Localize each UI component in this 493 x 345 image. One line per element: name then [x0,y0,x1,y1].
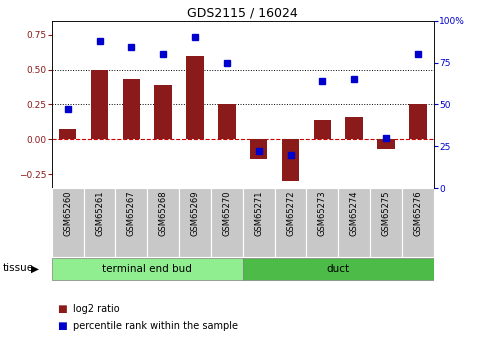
Bar [243,258,434,280]
Bar [91,69,108,139]
Bar [282,139,299,181]
Bar [338,188,370,257]
Text: tissue: tissue [2,264,34,273]
Text: duct: duct [327,264,350,274]
Text: ■: ■ [57,321,67,331]
Text: GSM65268: GSM65268 [159,190,168,236]
Bar [402,188,434,257]
Bar [314,120,331,139]
Text: GSM65270: GSM65270 [222,190,231,236]
Text: GSM65275: GSM65275 [382,190,390,236]
Text: ■: ■ [57,304,67,314]
Bar [275,188,307,257]
Bar [186,56,204,139]
Bar [147,188,179,257]
Bar [243,188,275,257]
Text: GSM65271: GSM65271 [254,190,263,236]
Text: ▶: ▶ [31,264,38,273]
Text: percentile rank within the sample: percentile rank within the sample [73,321,238,331]
Bar [409,104,426,139]
Text: GSM65274: GSM65274 [350,190,359,236]
Bar [84,188,115,257]
Text: GSM65267: GSM65267 [127,190,136,236]
Bar [52,188,84,257]
Title: GDS2115 / 16024: GDS2115 / 16024 [187,7,298,20]
Text: terminal end bud: terminal end bud [103,264,192,274]
Bar [307,188,338,257]
Bar [52,258,243,280]
Text: GSM65261: GSM65261 [95,190,104,236]
Text: log2 ratio: log2 ratio [73,304,120,314]
Text: GSM65260: GSM65260 [63,190,72,236]
Bar [59,129,76,139]
Bar [346,117,363,139]
Text: GSM65272: GSM65272 [286,190,295,236]
Bar [370,188,402,257]
Bar [179,188,211,257]
Bar [154,85,172,139]
Text: GSM65269: GSM65269 [190,190,200,236]
Bar [250,139,268,159]
Bar [211,188,243,257]
Bar [123,79,140,139]
Text: GSM65276: GSM65276 [414,190,423,236]
Bar [218,104,236,139]
Text: GSM65273: GSM65273 [318,190,327,236]
Bar [377,139,395,149]
Bar [115,188,147,257]
